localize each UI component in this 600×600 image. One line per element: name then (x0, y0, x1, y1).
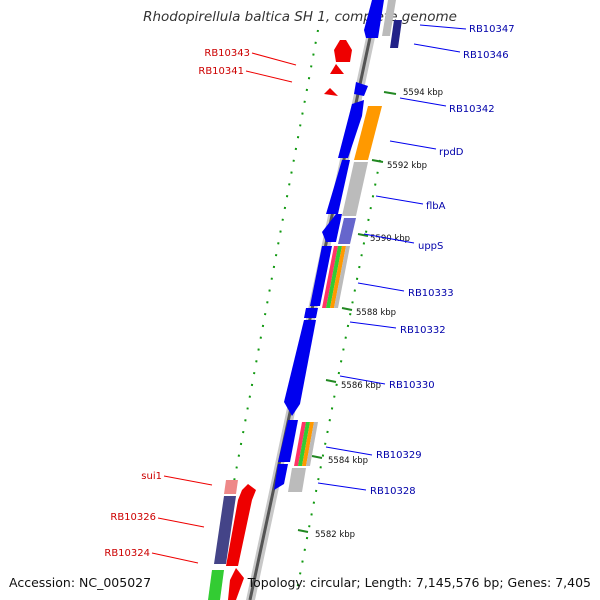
label-leader (163, 475, 213, 486)
gene-label[interactable]: RB10332 (400, 325, 446, 336)
gene-arrow[interactable] (288, 468, 306, 492)
gene-arrow[interactable] (342, 162, 368, 216)
label-leader (325, 446, 373, 456)
forward-strand-genes (274, 0, 402, 492)
inner-dotted-track (296, 159, 381, 591)
label-leader (399, 97, 447, 107)
tick-mark (357, 233, 369, 237)
gene-arrow[interactable] (324, 88, 338, 96)
tick-label: 5586 kbp (341, 381, 381, 391)
tick-label: 5588 kbp (356, 308, 396, 318)
gene-arrow[interactable] (224, 480, 238, 494)
genome-summary-text: Topology: circular; Length: 7,145,576 bp… (247, 575, 591, 590)
gene-label[interactable]: RB10326 (110, 512, 156, 523)
gene-arrow[interactable] (334, 40, 352, 62)
gene-arrow[interactable] (284, 320, 316, 416)
gene-arrow[interactable] (364, 0, 384, 38)
gene-arrow[interactable] (304, 308, 318, 318)
outer-dotted-track (211, 29, 319, 600)
gene-label[interactable]: RB10343 (204, 48, 250, 59)
rainbow-gene[interactable] (294, 422, 318, 466)
gene-arrow[interactable] (354, 106, 382, 160)
gene-arrow[interactable] (338, 218, 356, 244)
label-leader (251, 52, 297, 66)
tick-mark (325, 379, 337, 383)
label-leader (357, 282, 405, 292)
label-leader (419, 24, 467, 30)
gene-arrow[interactable] (338, 100, 364, 158)
gene-arrow[interactable] (330, 64, 344, 74)
reverse-strand-genes (208, 40, 352, 600)
gene-arrow[interactable] (390, 20, 402, 48)
gene-label[interactable]: RB10328 (370, 486, 416, 497)
forward-gene-labels: RB10347 RB10346 RB10342 rpdD flbA uppS R… (317, 24, 515, 497)
gene-label[interactable]: RB10347 (469, 24, 515, 35)
gene-label[interactable]: RB10341 (198, 66, 244, 77)
accession-text: Accession: NC_005027 (9, 575, 152, 590)
label-leader (389, 140, 437, 150)
tick-mark (311, 455, 323, 459)
label-leader (413, 43, 461, 53)
tick-mark (297, 529, 309, 533)
label-leader (375, 195, 424, 205)
tick-label: 5594 kbp (403, 88, 443, 98)
gene-arrow[interactable] (214, 496, 236, 564)
gene-arrow[interactable] (326, 160, 350, 214)
rainbow-gene[interactable] (322, 246, 350, 308)
gene-arrow[interactable] (226, 484, 256, 566)
label-leader (349, 321, 397, 329)
label-leader (339, 375, 386, 385)
tick-label: 5592 kbp (387, 161, 427, 171)
label-leader (151, 552, 199, 564)
gene-label[interactable]: RB10342 (449, 104, 495, 115)
tick-label: 5584 kbp (328, 456, 368, 466)
tick-label: 5582 kbp (315, 530, 355, 540)
gene-arrow[interactable] (354, 82, 368, 96)
gene-arrow[interactable] (228, 568, 244, 600)
gene-label[interactable]: RB10346 (463, 50, 509, 61)
gene-arrow[interactable] (278, 420, 298, 462)
tick-mark (371, 159, 384, 163)
gene-arrow[interactable] (274, 464, 288, 490)
label-leader (317, 482, 367, 491)
reverse-gene-labels: RB10343 RB10341 sui1 RB10326 RB10324 (104, 48, 297, 564)
label-leader (157, 517, 205, 528)
gene-label[interactable]: RB10333 (408, 288, 454, 299)
gene-arrow[interactable] (208, 570, 224, 600)
gene-arrow[interactable] (322, 214, 342, 242)
gene-label[interactable]: RB10330 (389, 380, 435, 391)
tick-mark (383, 91, 397, 95)
label-leader (245, 70, 293, 83)
gene-arrow[interactable] (382, 0, 396, 36)
gene-label[interactable]: sui1 (141, 471, 162, 482)
gene-label[interactable]: uppS (418, 241, 443, 252)
scale-ticks: 5594 kbp 5592 kbp 5590 kbp 5588 kbp 5586… (297, 88, 443, 540)
tick-mark (341, 307, 353, 311)
gene-label[interactable]: flbA (426, 201, 446, 212)
gene-arrow[interactable] (310, 246, 332, 306)
gene-label[interactable]: RB10329 (376, 450, 422, 461)
gene-label[interactable]: RB10324 (104, 548, 150, 559)
label-leader (363, 233, 415, 244)
gene-label[interactable]: rpdD (439, 147, 464, 158)
